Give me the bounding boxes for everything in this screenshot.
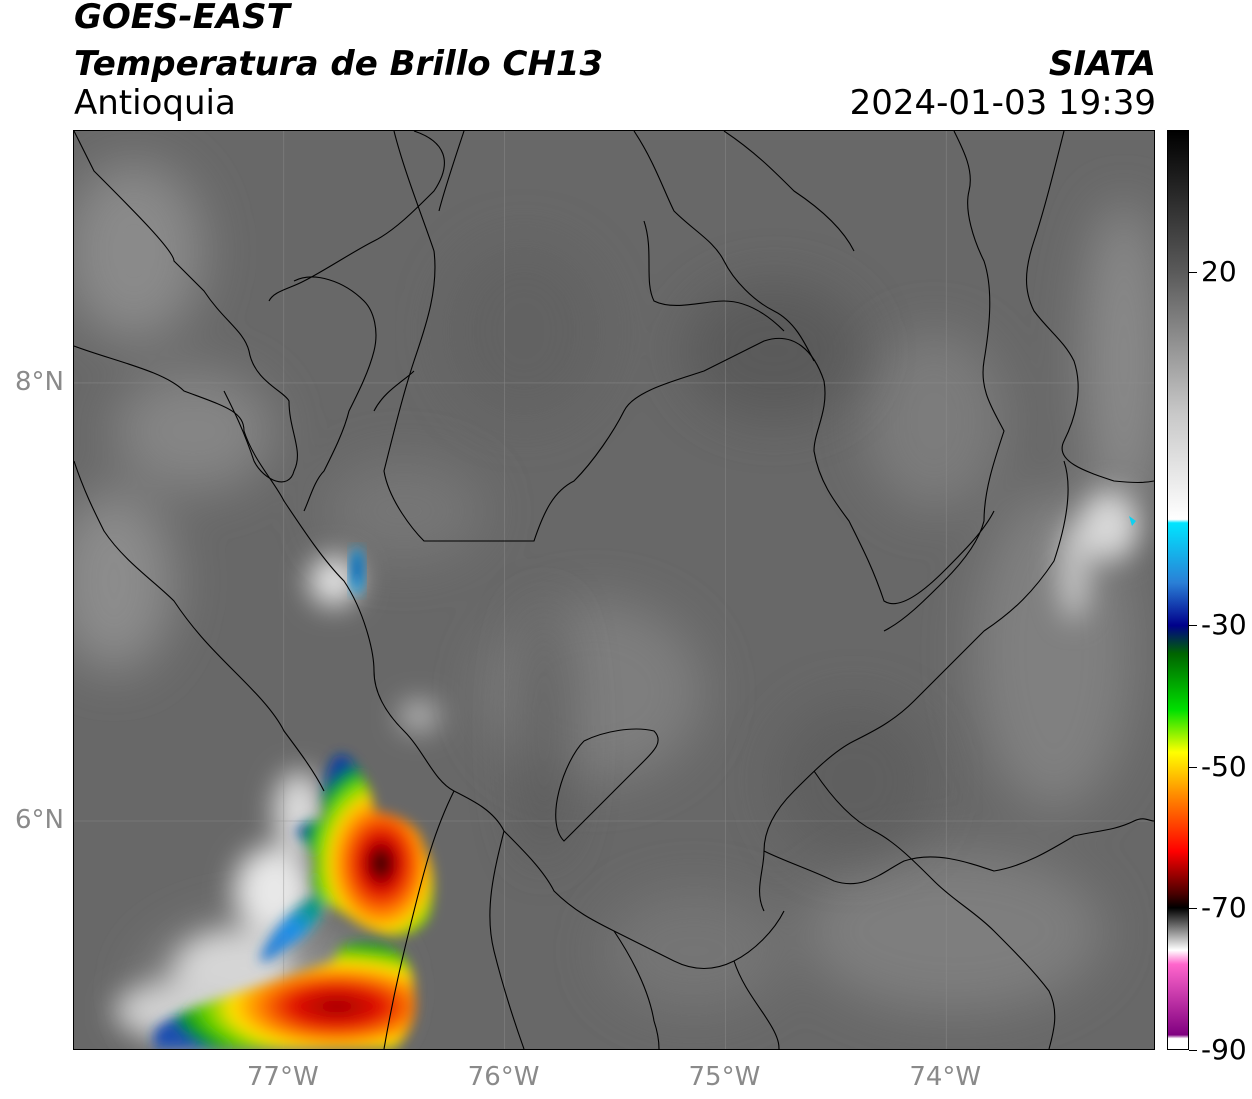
cloud-texture (74, 161, 1154, 1049)
boundaries (74, 131, 1154, 1049)
convective-cell-southwest (154, 942, 416, 1049)
region-title: Antioquia (74, 83, 236, 123)
satellite-map[interactable] (73, 130, 1155, 1050)
colorbar-tick (1189, 1050, 1197, 1051)
colorbar-tick (1189, 271, 1197, 273)
colorbar-tick (1189, 625, 1197, 627)
colorbar-tick-label: -30 (1201, 608, 1247, 642)
organization-label: SIATA (1048, 44, 1156, 84)
satellite-title: GOES-EAST (74, 0, 290, 37)
convective-cell-south (259, 754, 434, 962)
datetime-label: 2024-01-03 19:39 (849, 83, 1156, 123)
colorbar-tick (1189, 908, 1197, 910)
colorbar (1167, 130, 1189, 1050)
cloud-tail (259, 891, 325, 962)
colorbar-tick-label: 20 (1201, 254, 1237, 288)
colorbar-tick-label: -70 (1201, 891, 1247, 925)
colorbar-tick (1189, 766, 1197, 768)
gridlines (74, 131, 1154, 1049)
cloud-north-uraba (349, 547, 365, 595)
lon-tick-label: 75°W (688, 1062, 761, 1092)
colorbar-tick-label: -90 (1201, 1033, 1247, 1066)
cloud-east-edge (1129, 516, 1136, 526)
lat-tick-label: 6°N (15, 805, 64, 835)
lon-tick-label: 76°W (467, 1062, 540, 1092)
lon-tick-label: 74°W (909, 1062, 982, 1092)
lon-tick-label: 77°W (246, 1062, 319, 1092)
product-title: Temperatura de Brillo CH13 (74, 44, 604, 84)
lat-tick-label: 8°N (15, 366, 64, 397)
colorbar-tick-label: -50 (1201, 749, 1247, 783)
